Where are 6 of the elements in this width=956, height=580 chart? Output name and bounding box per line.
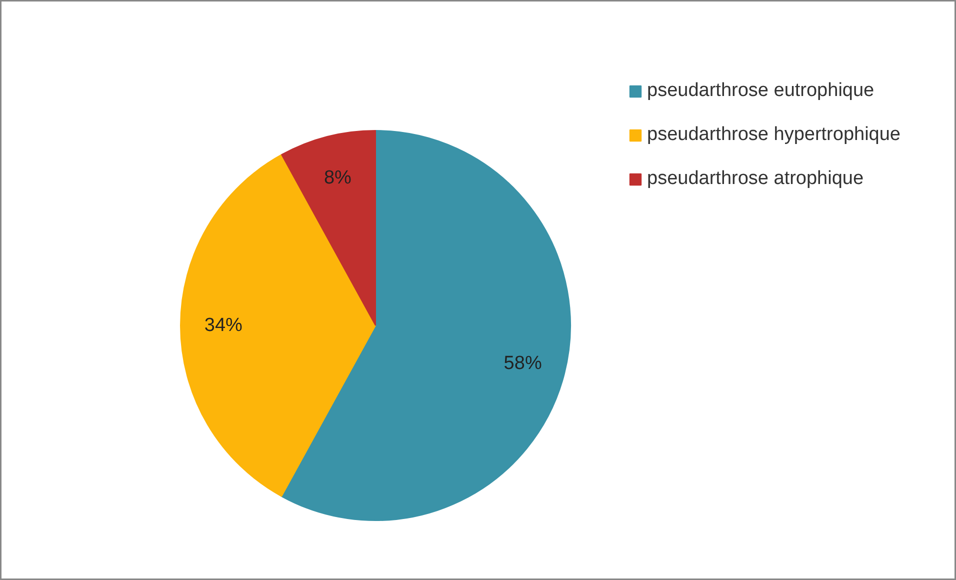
legend-label: pseudarthrose hypertrophique [647,124,901,146]
data-label: 34% [204,315,243,336]
legend-label: pseudarthrose atrophique [647,168,864,190]
legend-label: pseudarthrose eutrophique [647,80,874,102]
data-label: 8% [324,168,352,189]
data-label: 58% [504,352,542,374]
